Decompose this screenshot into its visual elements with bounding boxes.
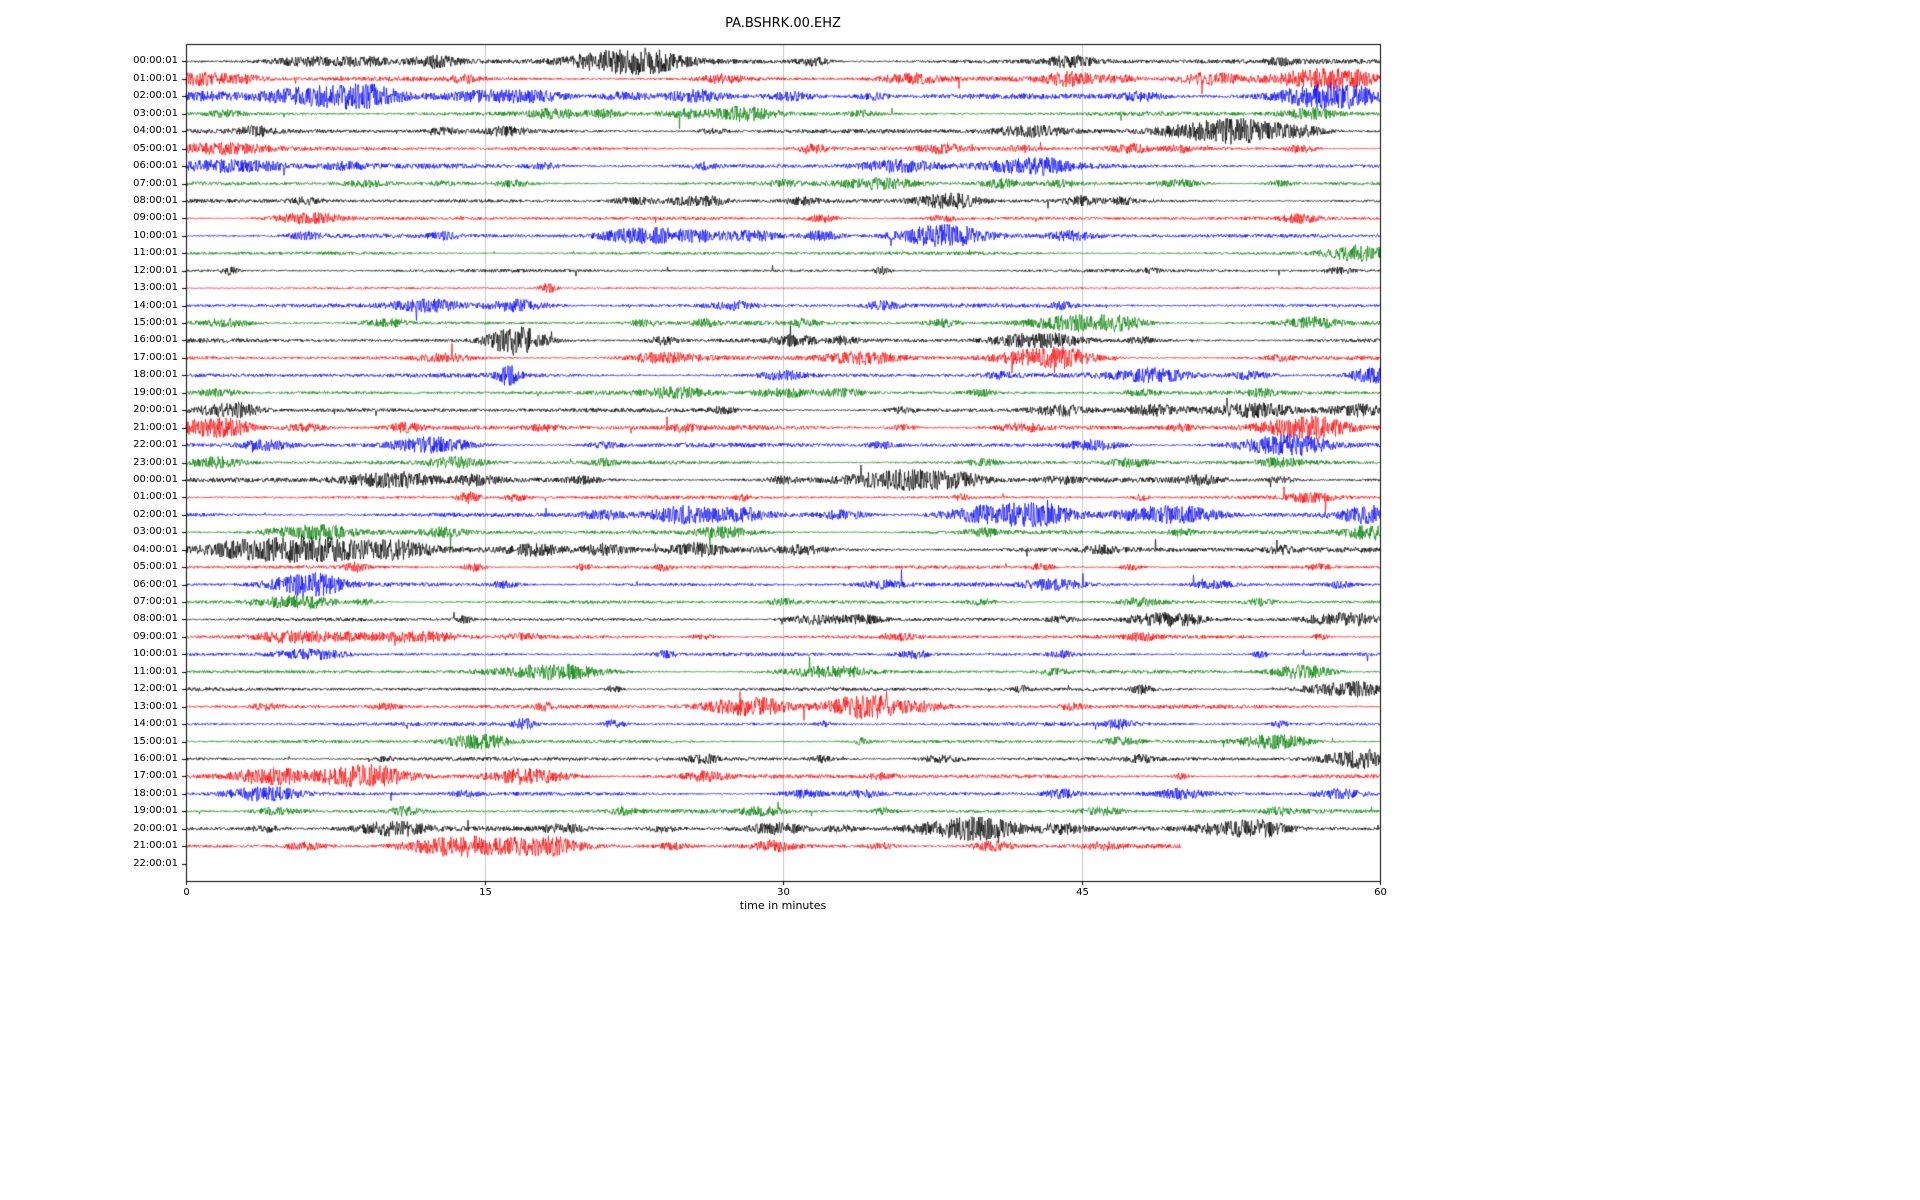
- trace-row-label: 11:00:01: [133, 247, 178, 259]
- x-tick-label: 30: [777, 887, 790, 898]
- trace-row-label: 13:00:01: [133, 700, 178, 712]
- trace-row-label: 14:00:01: [133, 299, 178, 311]
- trace-row-label: 20:00:01: [133, 822, 178, 834]
- trace-row-label: 22:00:01: [133, 439, 178, 451]
- trace-row-label: 01:00:01: [133, 491, 178, 503]
- trace-row-label: 21:00:01: [133, 421, 178, 433]
- trace-row-label: 12:00:01: [133, 264, 178, 276]
- trace-row-label: 10:00:01: [133, 229, 178, 241]
- trace-row-label: 17:00:01: [133, 770, 178, 782]
- trace-row-label: 17:00:01: [133, 351, 178, 363]
- trace-row-label: 08:00:01: [133, 194, 178, 206]
- trace-row-label: 19:00:01: [133, 386, 178, 398]
- chart-title: PA.BSHRK.00.EHZ: [725, 16, 841, 31]
- trace-row-label: 01:00:01: [133, 72, 178, 84]
- trace-row-label: 19:00:01: [133, 805, 178, 817]
- trace-row-label: 23:00:01: [133, 456, 178, 468]
- trace-row-label: 20:00:01: [133, 404, 178, 416]
- trace-row-label: 06:00:01: [133, 160, 178, 172]
- x-axis-label: time in minutes: [739, 899, 827, 912]
- trace-row-label: 16:00:01: [133, 752, 178, 764]
- trace-row-label: 21:00:01: [133, 840, 178, 852]
- trace-row-label: 22:00:01: [133, 857, 178, 869]
- trace-row-label: 04:00:01: [133, 125, 178, 137]
- trace-row-label: 18:00:01: [133, 369, 178, 381]
- trace-row-label: 13:00:01: [133, 282, 178, 294]
- trace-row-label: 09:00:01: [133, 212, 178, 224]
- trace-row-label: 06:00:01: [133, 578, 178, 590]
- trace-row-label: 07:00:01: [133, 177, 178, 189]
- x-tick-label: 0: [183, 887, 190, 898]
- trace-row-label: 07:00:01: [133, 596, 178, 607]
- trace-row-label: 02:00:01: [133, 508, 178, 520]
- trace-row-label: 14:00:01: [133, 718, 178, 730]
- trace-row-label: 16:00:01: [133, 334, 178, 346]
- trace-row-label: 00:00:01: [133, 473, 178, 485]
- trace-row-label: 15:00:01: [133, 735, 178, 747]
- trace-row-label: 10:00:01: [133, 648, 178, 660]
- trace-row-label: 15:00:01: [133, 317, 178, 328]
- trace-row-label: 05:00:01: [133, 142, 178, 154]
- trace-row-label: 03:00:01: [133, 526, 178, 538]
- trace-row-label: 18:00:01: [133, 787, 178, 799]
- trace-row-label: 04:00:01: [133, 543, 178, 555]
- trace-row-label: 00:00:01: [133, 55, 178, 67]
- trace-row-label: 02:00:01: [133, 90, 178, 102]
- trace-row-label: 08:00:01: [133, 613, 178, 625]
- trace-row-label: 12:00:01: [133, 683, 178, 695]
- trace-row-label: 03:00:01: [133, 107, 178, 119]
- trace-row-label: 05:00:01: [133, 561, 178, 573]
- x-tick-label: 45: [1076, 887, 1089, 898]
- x-tick-label: 60: [1374, 887, 1387, 898]
- trace-row-label: 11:00:01: [133, 665, 178, 677]
- trace-row-label: 09:00:01: [133, 630, 178, 642]
- x-tick-label: 15: [479, 887, 492, 898]
